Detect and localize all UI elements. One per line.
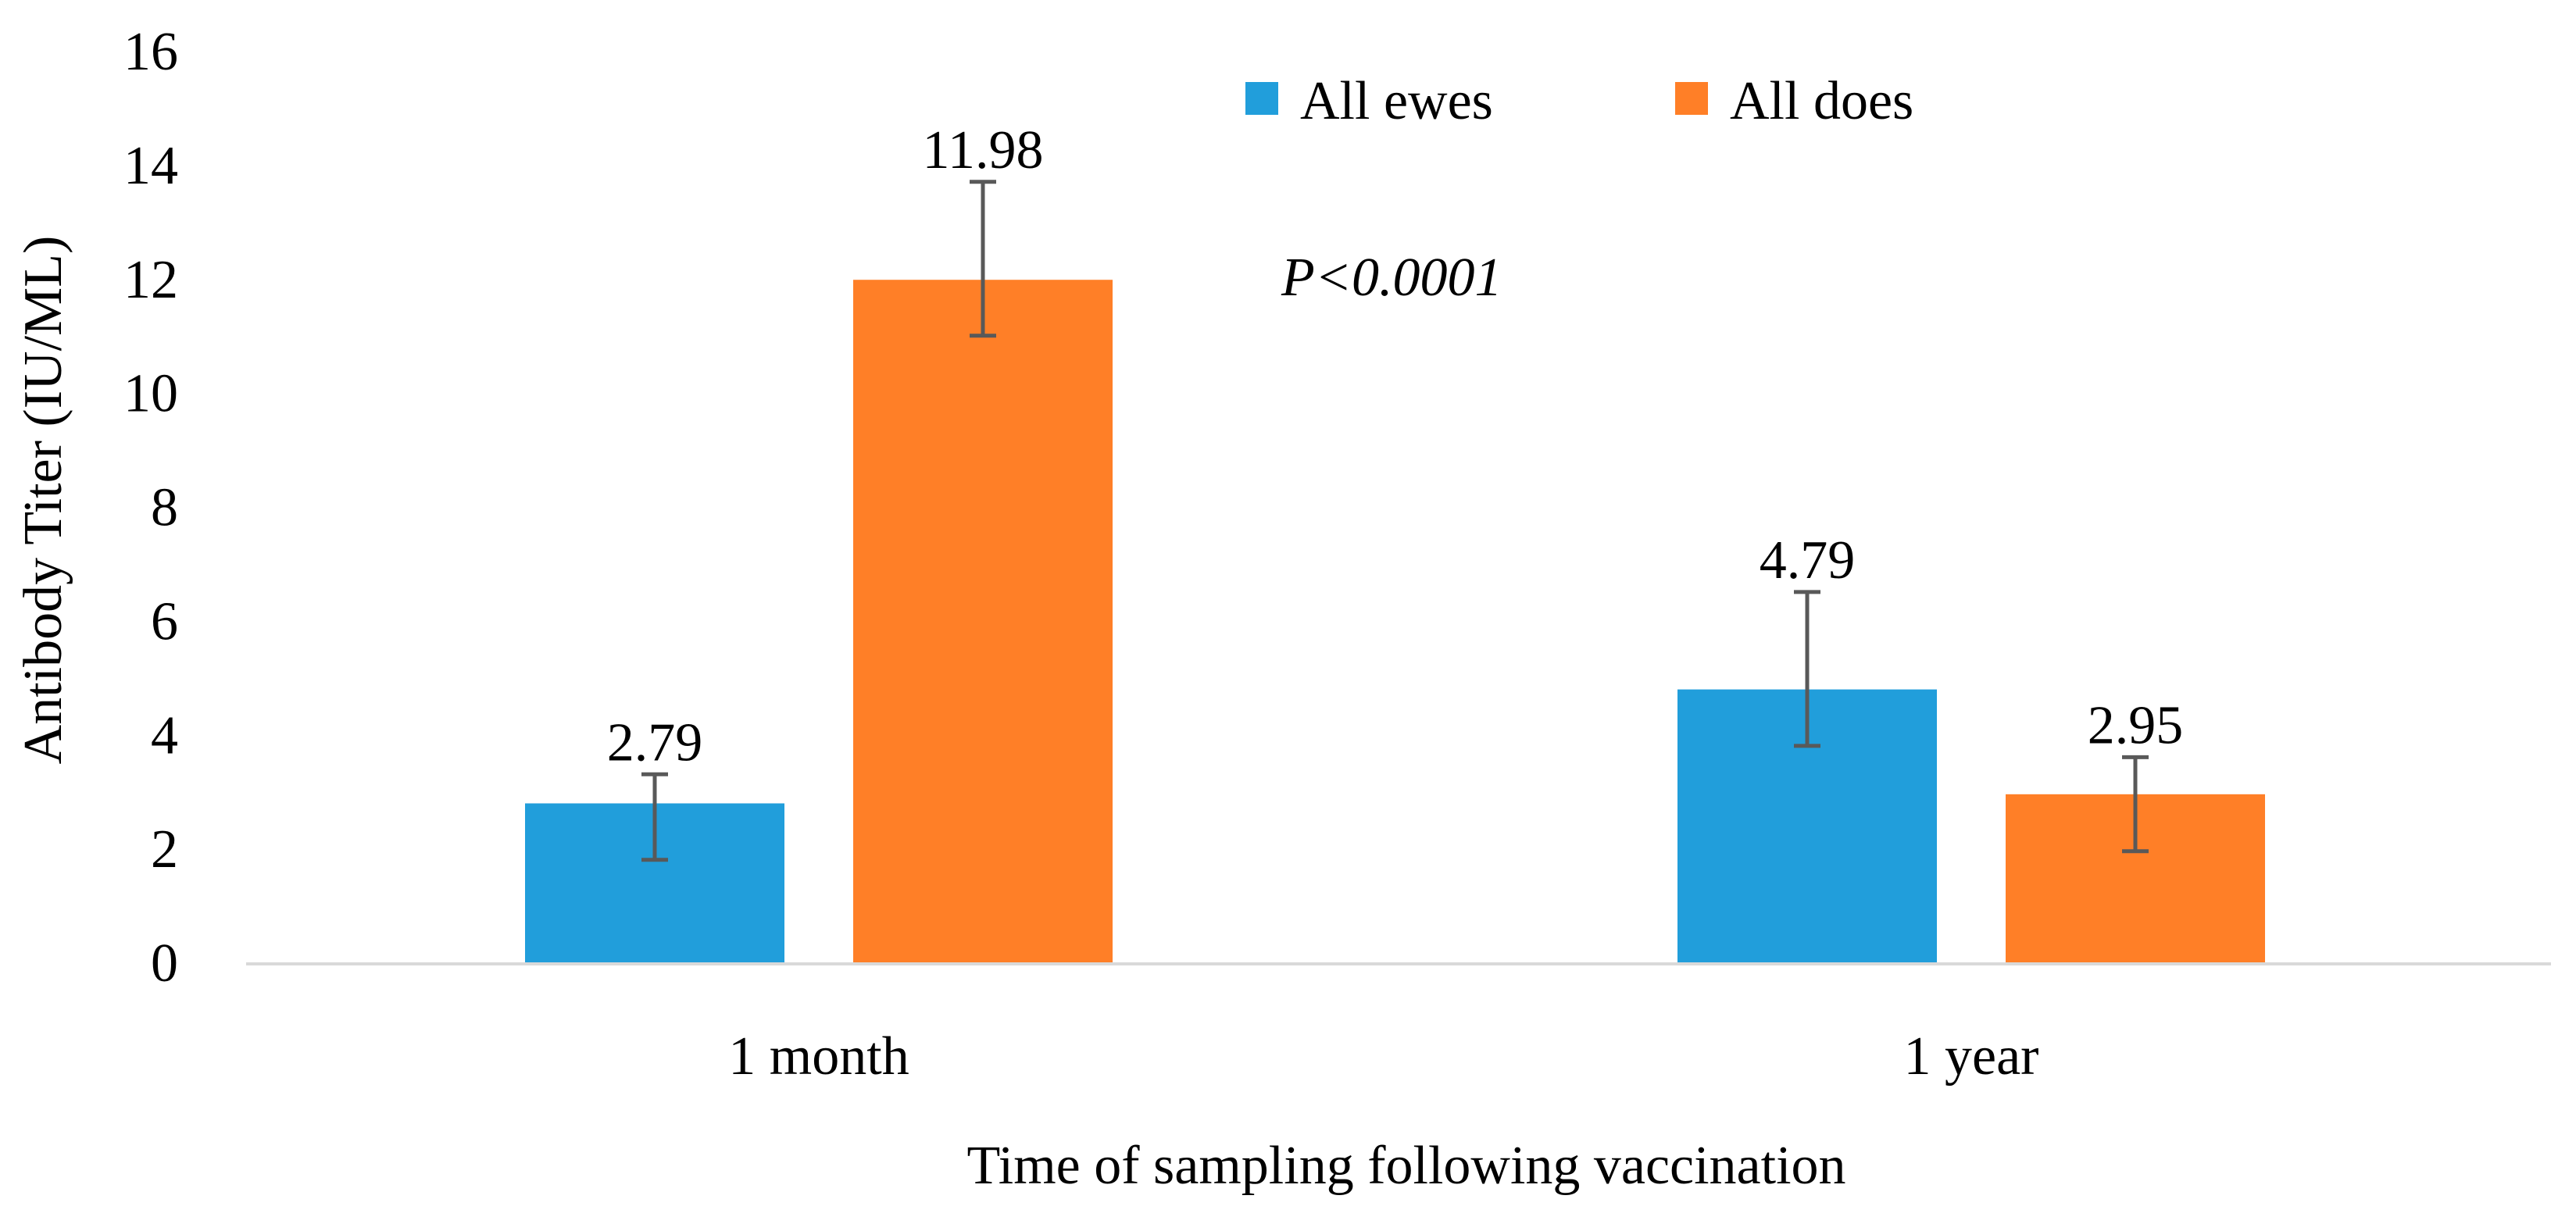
y-axis-title: Antibody Titer (IU/ML) <box>13 236 73 765</box>
y-tick-label: 2 <box>151 819 178 880</box>
y-tick-label: 14 <box>123 136 178 196</box>
x-tick-label: 1 year <box>1904 1026 2039 1087</box>
y-tick-label: 6 <box>151 591 178 651</box>
y-axis-ticks: 0 2 4 6 8 10 12 14 16 <box>123 22 178 994</box>
y-tick-label: 12 <box>123 250 178 310</box>
p-value-annotation: P<0.0001 <box>1281 248 1502 308</box>
data-label: 4.79 <box>1760 530 1856 591</box>
y-tick-label: 4 <box>151 705 178 765</box>
data-label: 2.95 <box>2088 695 2184 755</box>
legend-label-all-ewes: All ewes <box>1300 71 1493 131</box>
y-tick-label: 8 <box>151 478 178 538</box>
error-bars-group <box>641 180 2149 862</box>
y-tick-label: 10 <box>123 364 178 424</box>
legend-swatch-all-ewes <box>1245 82 1278 115</box>
bars-group <box>525 280 2265 962</box>
data-label: 11.98 <box>923 120 1044 180</box>
data-label: 2.79 <box>607 712 703 773</box>
legend-swatch-all-does <box>1675 82 1708 115</box>
x-axis-category-labels: 1 month 1 year <box>728 1026 2038 1087</box>
y-tick-label: 0 <box>151 933 178 994</box>
value-labels-group: 2.79 4.79 11.98 2.95 <box>607 120 2184 773</box>
x-axis-title: Time of sampling following vaccination <box>966 1136 1845 1196</box>
legend: All ewes All does <box>1245 71 1913 131</box>
bar-all-does-1-month <box>853 280 1113 962</box>
legend-label-all-does: All does <box>1730 71 1913 131</box>
y-tick-label: 16 <box>123 22 178 82</box>
x-tick-label: 1 month <box>728 1026 909 1087</box>
